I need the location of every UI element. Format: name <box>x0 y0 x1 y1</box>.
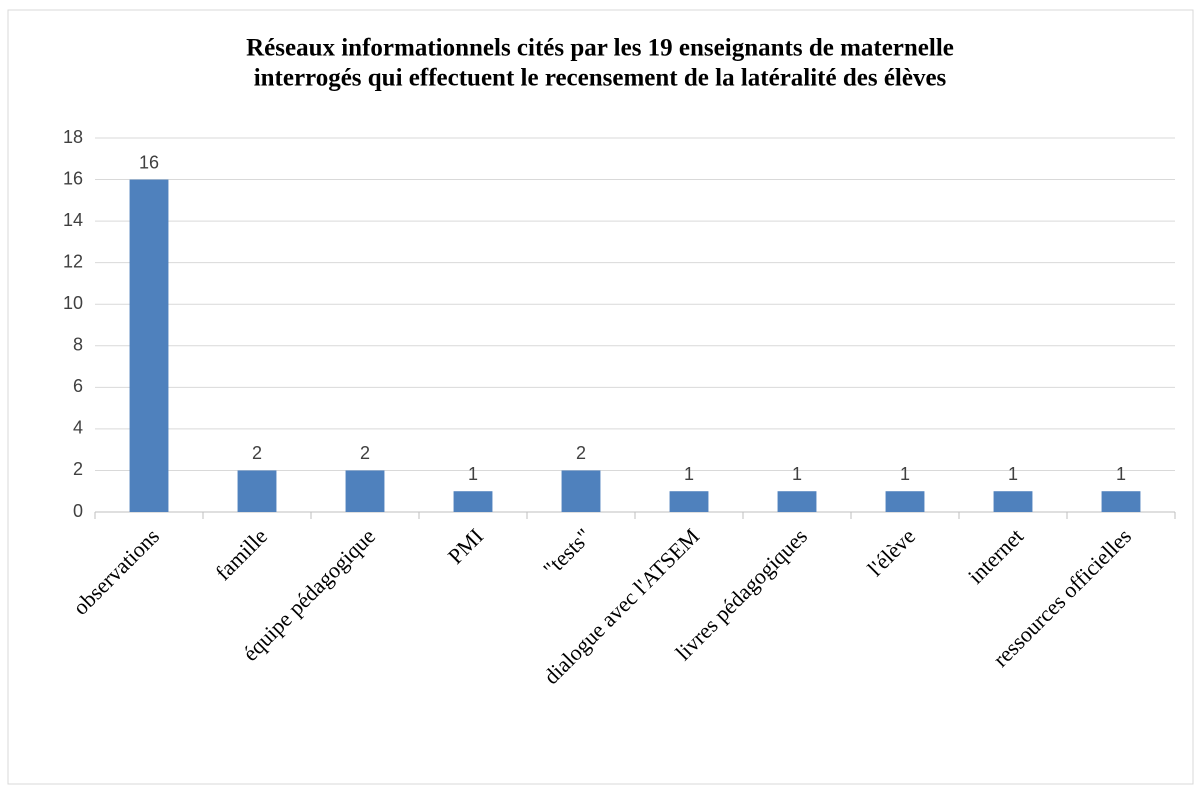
bar <box>885 491 925 512</box>
bar <box>1101 491 1141 512</box>
y-tick-label: 0 <box>73 501 83 521</box>
data-label: 1 <box>792 464 802 484</box>
bar <box>561 470 601 512</box>
bar <box>993 491 1033 512</box>
data-label: 2 <box>252 443 262 463</box>
y-tick-label: 10 <box>63 293 83 313</box>
y-tick-label: 18 <box>63 127 83 147</box>
bar <box>345 470 385 512</box>
data-label: 2 <box>360 443 370 463</box>
data-label: 2 <box>576 443 586 463</box>
chart-title: interrogés qui effectuent le recensement… <box>254 65 947 92</box>
data-label: 16 <box>139 152 159 172</box>
y-tick-label: 14 <box>63 210 83 230</box>
data-label: 1 <box>1116 464 1126 484</box>
bar <box>237 470 277 512</box>
bar <box>129 179 169 513</box>
y-tick-label: 6 <box>73 376 83 396</box>
bar <box>669 491 709 512</box>
data-label: 1 <box>1008 464 1018 484</box>
chart-title: Réseaux informationnels cités par les 19… <box>246 35 954 62</box>
y-tick-label: 2 <box>73 459 83 479</box>
y-tick-label: 16 <box>63 168 83 188</box>
data-label: 1 <box>684 464 694 484</box>
bar <box>777 491 817 512</box>
chart-frame <box>7 9 1194 785</box>
y-tick-label: 12 <box>63 251 83 271</box>
bar <box>453 491 493 512</box>
data-label: 1 <box>468 464 478 484</box>
y-tick-label: 4 <box>73 418 83 438</box>
data-label: 1 <box>900 464 910 484</box>
y-tick-label: 8 <box>73 335 83 355</box>
